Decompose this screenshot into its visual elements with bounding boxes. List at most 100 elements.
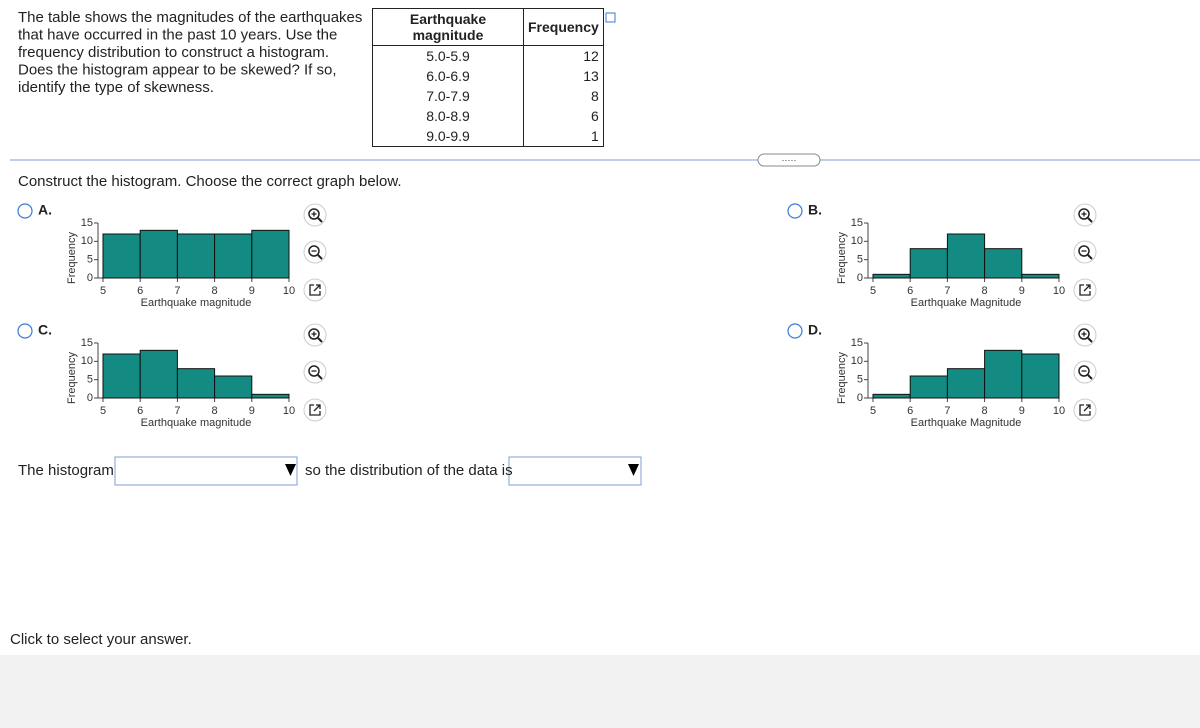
x-tick-label: 9 xyxy=(249,285,255,297)
magnifier xyxy=(308,245,320,257)
expand-dots: ····· xyxy=(782,155,797,165)
x-axis-label: Earthquake Magnitude xyxy=(911,297,1022,309)
x-tick-label: 5 xyxy=(870,405,876,417)
x-tick-label: 8 xyxy=(982,285,988,297)
zoom-out-button[interactable] xyxy=(1073,240,1097,264)
table-cell: 1 xyxy=(523,126,604,147)
dropdown[interactable] xyxy=(508,456,642,486)
x-axis-label: Earthquake Magnitude xyxy=(911,417,1022,429)
x-tick-label: 7 xyxy=(944,285,950,297)
magnifier xyxy=(1078,245,1090,257)
open-icon xyxy=(309,284,321,296)
dropdown-arrow xyxy=(628,464,639,476)
magnifier-handle xyxy=(317,337,323,343)
bar xyxy=(1021,273,1060,279)
question-text: Does the histogram appear to be skewed? … xyxy=(18,61,337,78)
option-label: C. xyxy=(38,322,52,338)
dropdown[interactable] xyxy=(114,456,298,486)
y-tick-label: 15 xyxy=(81,337,93,349)
radio-button[interactable] xyxy=(787,323,803,339)
answer-label: so the distribution of the data is xyxy=(305,462,513,479)
y-axis-label: Frequency xyxy=(836,232,848,284)
table-header: Earthquake magnitude xyxy=(372,8,524,46)
open-icon xyxy=(1079,404,1091,416)
bar xyxy=(176,233,216,279)
bar xyxy=(251,229,290,279)
x-axis-label: Earthquake magnitude xyxy=(141,417,252,429)
prompt: Construct the histogram. Choose the corr… xyxy=(18,173,402,190)
y-tick-label: 10 xyxy=(851,355,863,367)
bar xyxy=(872,273,911,279)
magnifier xyxy=(1078,328,1090,340)
zoom-in-button[interactable] xyxy=(303,203,327,227)
bar xyxy=(984,248,1023,279)
expand-button[interactable] xyxy=(757,153,821,167)
footer-bar xyxy=(0,655,1200,728)
radio-button[interactable] xyxy=(17,203,33,219)
x-tick-label: 9 xyxy=(249,405,255,417)
table-cell: 12 xyxy=(523,45,604,66)
zoom-in-button[interactable] xyxy=(1073,203,1097,227)
y-tick-label: 10 xyxy=(851,235,863,247)
open-icon xyxy=(309,404,321,416)
y-tick-label: 0 xyxy=(87,272,93,284)
magnifier xyxy=(1078,208,1090,220)
y-tick-label: 10 xyxy=(81,235,93,247)
y-tick-label: 15 xyxy=(851,337,863,349)
radio-button[interactable] xyxy=(787,203,803,219)
bar xyxy=(946,233,986,279)
y-tick-label: 15 xyxy=(81,217,93,229)
x-tick-label: 6 xyxy=(907,405,913,417)
table-cell: 5.0-5.9 xyxy=(372,45,524,66)
y-tick-label: 5 xyxy=(857,374,863,386)
question-text: frequency distribution to construct a hi… xyxy=(18,44,329,61)
magnifier xyxy=(308,208,320,220)
bar xyxy=(1021,353,1060,399)
x-tick-label: 5 xyxy=(100,285,106,297)
magnifier-handle xyxy=(1087,254,1093,260)
zoom-in-button[interactable] xyxy=(303,323,327,347)
table-cell: 9.0-9.9 xyxy=(372,126,524,147)
magnifier-handle xyxy=(317,374,323,380)
x-tick-label: 10 xyxy=(283,405,295,417)
option-label: A. xyxy=(38,202,52,218)
zoom-out-button[interactable] xyxy=(303,360,327,384)
x-tick-label: 8 xyxy=(212,285,218,297)
bar xyxy=(872,393,911,399)
x-tick-label: 5 xyxy=(100,405,106,417)
zoom-out-button[interactable] xyxy=(303,240,327,264)
option-label: D. xyxy=(808,322,822,338)
table-header: Frequency xyxy=(523,8,604,46)
y-tick-label: 5 xyxy=(857,254,863,266)
frequency-table: Earthquake magnitude Frequency 5.0-5.9 12 6… xyxy=(372,8,604,147)
x-tick-label: 7 xyxy=(174,285,180,297)
table-cell: 6 xyxy=(523,106,604,126)
magnifier xyxy=(1078,365,1090,377)
x-tick-label: 9 xyxy=(1019,285,1025,297)
open-icon xyxy=(1079,284,1091,296)
copy-icon[interactable] xyxy=(605,12,616,23)
zoom-in-button[interactable] xyxy=(1073,323,1097,347)
table-cell: 7.0-7.9 xyxy=(372,86,524,106)
radio-button[interactable] xyxy=(17,323,33,339)
bar xyxy=(139,349,178,399)
bar xyxy=(984,349,1023,399)
table-cell: 13 xyxy=(523,66,604,86)
question-text: that have occurred in the past 10 years.… xyxy=(18,26,337,43)
bar xyxy=(251,393,290,399)
bar xyxy=(909,375,948,399)
magnifier-handle xyxy=(317,254,323,260)
x-tick-label: 7 xyxy=(944,405,950,417)
question-text: The table shows the magnitudes of the ea… xyxy=(18,9,362,26)
x-tick-label: 9 xyxy=(1019,405,1025,417)
y-axis-label: Frequency xyxy=(66,352,78,404)
zoom-out-button[interactable] xyxy=(1073,360,1097,384)
bar xyxy=(214,233,253,279)
y-axis-label: Frequency xyxy=(836,352,848,404)
x-tick-label: 6 xyxy=(907,285,913,297)
magnifier-handle xyxy=(1087,337,1093,343)
bar xyxy=(102,233,141,279)
y-tick-label: 0 xyxy=(857,392,863,404)
x-tick-label: 10 xyxy=(283,285,295,297)
